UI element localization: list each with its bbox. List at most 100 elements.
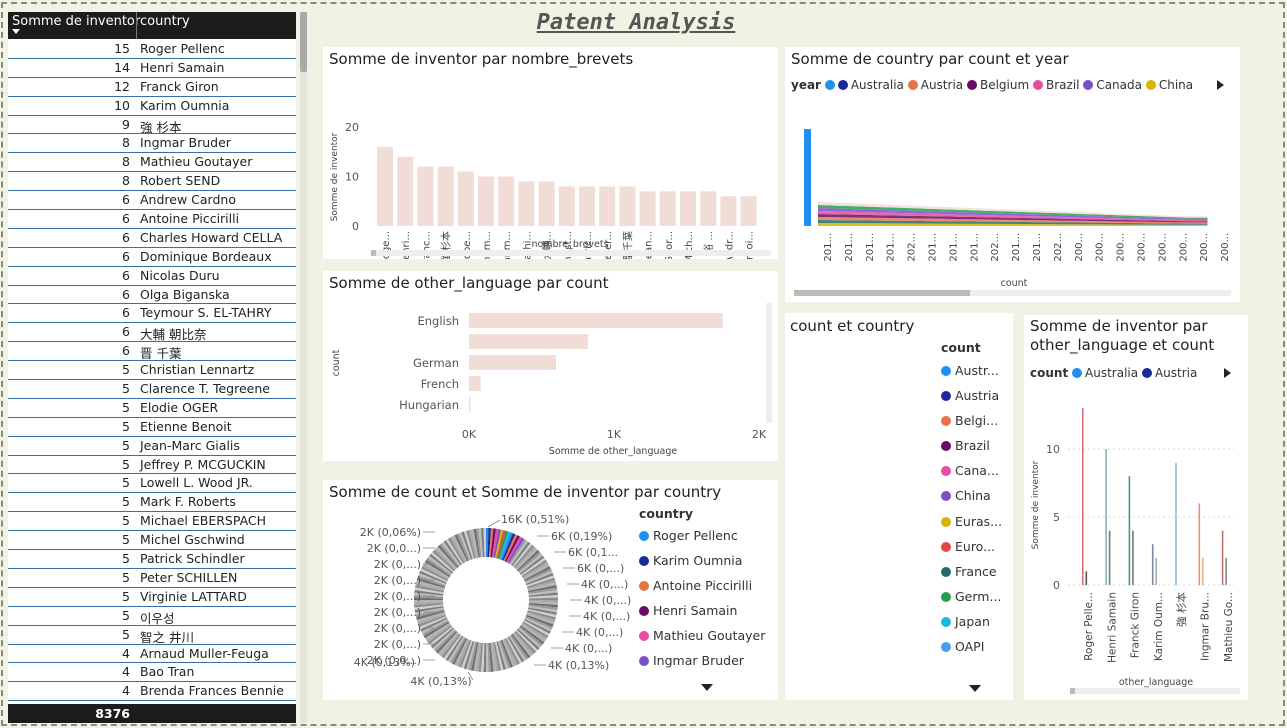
table-row[interactable]: 5Patrick Schindler (8, 550, 296, 569)
table-row[interactable]: 9強 杉本 (8, 116, 296, 135)
table-row[interactable]: 5Michel Gschwind (8, 531, 296, 550)
legend-item[interactable]: Japan (941, 614, 1002, 639)
chart-count-and-country[interactable]: count et country countAustr...AustriaBel… (785, 313, 1013, 700)
chart6-bar[interactable] (1225, 558, 1227, 585)
chart3-bar[interactable] (469, 355, 556, 370)
table-row[interactable]: 6Antoine Piccirilli (8, 210, 296, 229)
chart6-bar[interactable] (1082, 408, 1084, 585)
legend-item[interactable]: Belgi... (941, 413, 1002, 438)
legend-more-arrow-icon[interactable] (701, 684, 713, 691)
table-scroll-track[interactable] (300, 12, 307, 723)
chart1-bar[interactable] (377, 147, 393, 226)
table-row[interactable]: 5智之 井川 (8, 626, 296, 645)
chart1-bar[interactable] (478, 177, 494, 227)
chart6-bar[interactable] (1086, 571, 1088, 585)
table-row[interactable]: 4Bao Tran (8, 663, 296, 682)
table-row[interactable]: 5Lowell L. Wood JR. (8, 474, 296, 493)
table-row[interactable]: 5Peter SCHILLEN (8, 569, 296, 588)
table-scrollbar[interactable] (300, 12, 307, 72)
chart6-bar[interactable] (1129, 476, 1131, 585)
legend-item[interactable]: France (941, 564, 1002, 589)
chart1-bar[interactable] (397, 157, 413, 226)
chart-country-by-count-year[interactable]: Somme de country par count et year year … (785, 47, 1240, 302)
chart1-bar[interactable] (720, 196, 736, 226)
legend-item[interactable]: Cana... (941, 463, 1002, 488)
legend-item[interactable]: Karim Oumnia (639, 553, 765, 578)
chart1-bar[interactable] (599, 186, 615, 226)
table-row[interactable]: 6Nicolas Duru (8, 267, 296, 286)
chart3-scroll-track[interactable] (766, 303, 772, 423)
table-row[interactable]: 4Arnaud Muller-Feuga (8, 645, 296, 664)
legend-item[interactable]: Austr... (941, 363, 1002, 388)
chart2-scroll-thumb[interactable] (794, 290, 970, 296)
legend-item[interactable]: Brazil (941, 438, 1002, 463)
legend-item[interactable]: Austria (941, 388, 1002, 413)
chart1-bar[interactable] (498, 177, 514, 227)
chart6-scroll-track[interactable] (1070, 688, 1240, 694)
table-row[interactable]: 5Elodie OGER (8, 399, 296, 418)
chart1-bar[interactable] (680, 191, 696, 226)
chart3-bar[interactable] (469, 376, 481, 391)
chart6-bar[interactable] (1202, 558, 1204, 585)
table-row[interactable]: 4Brenda Frances Bennie (8, 682, 296, 701)
legend-item[interactable]: Germ... (941, 589, 1002, 614)
chart3-bar[interactable] (469, 313, 723, 328)
legend-item[interactable]: OAPI (941, 639, 1002, 664)
chart6-scroll-thumb[interactable] (1070, 688, 1075, 694)
legend-item[interactable]: Euro... (941, 539, 1002, 564)
table-row[interactable]: 6Charles Howard CELLA (8, 229, 296, 248)
chart3-bar[interactable] (469, 334, 588, 349)
chart6-bar[interactable] (1199, 503, 1201, 585)
chart6-bar[interactable] (1222, 531, 1224, 585)
legend-item[interactable]: Euras... (941, 514, 1002, 539)
table-row[interactable]: 5Jeffrey P. MCGUCKIN (8, 456, 296, 475)
table-row[interactable]: 6Teymour S. EL-TAHRY (8, 304, 296, 323)
chart6-bar[interactable] (1105, 449, 1107, 585)
table-row[interactable]: 14Henri Samain (8, 59, 296, 78)
table-row[interactable]: 10Karim Oumnia (8, 97, 296, 116)
table-row[interactable]: 12Franck Giron (8, 78, 296, 97)
chart6-bar[interactable] (1175, 463, 1177, 585)
chart6-bar[interactable] (1155, 558, 1157, 585)
chart6-bar[interactable] (1152, 544, 1154, 585)
chart-inventor-by-brevets[interactable]: Somme de inventor par nombre_brevets Som… (323, 47, 778, 259)
table-row[interactable]: 6晋 千葉 (8, 342, 296, 361)
chart-donut-by-country[interactable]: Somme de count et Somme de inventor par … (323, 480, 778, 700)
chart1-bar[interactable] (438, 167, 454, 226)
sort-desc-icon[interactable] (12, 29, 20, 34)
chart1-bar[interactable] (640, 191, 656, 226)
chart3-bar[interactable] (469, 397, 470, 412)
table-row[interactable]: 5Christian Lennartz (8, 361, 296, 380)
chart-other-language-by-count[interactable]: Somme de other_language par count countE… (323, 271, 778, 461)
table-row[interactable]: 8Ingmar Bruder (8, 134, 296, 153)
table-row[interactable]: 8Robert SEND (8, 172, 296, 191)
chart1-bar[interactable] (539, 181, 555, 226)
legend-item[interactable]: Antoine Piccirilli (639, 578, 765, 603)
table-row[interactable]: 8Mathieu Goutayer (8, 153, 296, 172)
chart1-bar[interactable] (660, 191, 676, 226)
chart6-bar[interactable] (1132, 531, 1134, 585)
table-row[interactable]: 5Jean-Marc Gialis (8, 437, 296, 456)
header-inventor-sum[interactable]: Somme de inventor (12, 14, 140, 29)
chart1-bar[interactable] (619, 186, 635, 226)
legend-item[interactable]: China (941, 488, 1002, 513)
legend-item[interactable]: Mathieu Goutayer (639, 628, 765, 653)
chart1-scroll-track[interactable] (371, 250, 771, 256)
chart1-bar[interactable] (559, 186, 575, 226)
table-row[interactable]: 6大輔 朝比奈 (8, 323, 296, 342)
chart2-spike[interactable] (804, 129, 811, 226)
chart1-bar[interactable] (741, 196, 757, 226)
chart1-bar[interactable] (700, 191, 716, 226)
chart-inventor-by-language-count[interactable]: Somme de inventor par other_language et … (1024, 315, 1248, 700)
legend-item[interactable]: Roger Pellenc (639, 528, 765, 553)
table-row[interactable]: 6Andrew Cardno (8, 191, 296, 210)
chart1-bar[interactable] (458, 172, 474, 226)
table-row[interactable]: 5Michael EBERSPACH (8, 512, 296, 531)
chart1-bar[interactable] (417, 167, 433, 226)
table-row[interactable]: 5Etienne Benoit (8, 418, 296, 437)
chart1-scroll-thumb[interactable] (371, 250, 376, 256)
legend5-more-arrow-icon[interactable] (969, 685, 981, 692)
table-row[interactable]: 5이우성 (8, 607, 296, 626)
chart1-bar[interactable] (579, 186, 595, 226)
table-row[interactable]: 6Dominique Bordeaux (8, 248, 296, 267)
